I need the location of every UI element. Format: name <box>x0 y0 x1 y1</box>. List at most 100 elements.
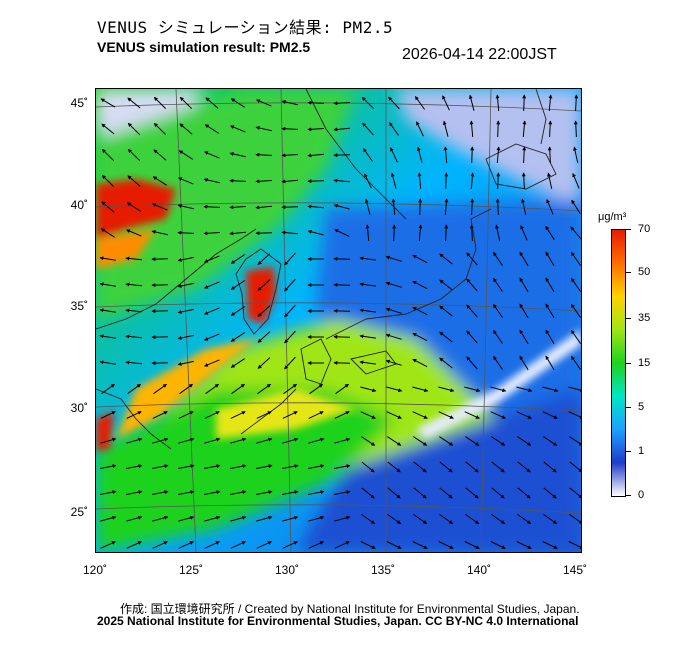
wind-arrow <box>466 330 478 344</box>
lat-label-25: 25˚ <box>70 505 88 519</box>
wind-arrow <box>569 487 581 499</box>
wind-arrow <box>359 256 376 261</box>
wind-arrow <box>385 359 402 366</box>
wind-arrow <box>127 383 142 395</box>
wind-arrow <box>126 437 143 444</box>
wind-arrow <box>468 94 475 111</box>
wind-arrow <box>333 203 350 210</box>
wind-arrow <box>519 329 529 345</box>
wind-arrow <box>364 173 372 189</box>
wind-arrow <box>542 541 558 549</box>
wind-arrow <box>361 461 375 473</box>
wind-arrow <box>230 358 245 368</box>
wind-arrow <box>444 172 449 190</box>
wind-arrow <box>229 205 247 210</box>
wind-arrow <box>153 122 167 135</box>
wind-arrow <box>126 411 142 419</box>
wind-arrow <box>125 360 143 365</box>
wind-arrow <box>256 464 273 469</box>
wind-arrow <box>333 334 351 339</box>
wind-arrow <box>231 383 246 395</box>
wind-arrow <box>570 329 581 344</box>
wind-arrow <box>517 513 532 525</box>
blue-region-southeast <box>296 389 581 552</box>
wind-arrow <box>100 437 117 444</box>
wind-arrow <box>257 305 271 317</box>
wind-arrow <box>255 152 273 157</box>
wind-arrow <box>281 100 298 106</box>
wind-arrow <box>229 178 247 183</box>
wind-arrow <box>204 541 220 549</box>
lon-label-140: 140˚ <box>466 563 492 577</box>
wind-arrow <box>100 411 116 419</box>
wind-arrow <box>127 148 141 161</box>
wind-arrow <box>255 126 272 132</box>
coastline-russia <box>305 89 407 220</box>
wind-arrow <box>333 282 351 287</box>
wind-arrow <box>100 490 117 495</box>
wind-arrow <box>387 513 402 525</box>
colorbar-tickmark <box>625 363 631 364</box>
wind-arrow <box>464 386 481 393</box>
wind-arrow <box>177 230 195 235</box>
wind-arrow <box>178 541 194 549</box>
wind-arrow <box>412 280 428 290</box>
wind-arrow <box>392 224 397 242</box>
wind-arrow <box>442 95 450 111</box>
wind-arrow <box>493 355 503 370</box>
wind-arrow <box>574 94 579 112</box>
wind-arrow <box>438 541 454 549</box>
wind-arrow <box>522 120 527 138</box>
wind-arrow <box>569 513 581 524</box>
wind-arrow <box>466 356 478 370</box>
wind-arrow <box>442 120 449 137</box>
wind-arrow <box>281 179 299 184</box>
wind-arrow <box>177 282 194 288</box>
wind-arrow <box>364 198 371 215</box>
wind-arrow <box>517 487 531 499</box>
wind-arrow <box>569 461 581 473</box>
wind-arrow <box>390 172 397 189</box>
wind-arrow <box>362 122 374 136</box>
wind-arrow <box>412 332 428 342</box>
colorbar-tickmark <box>625 318 631 319</box>
wind-arrow <box>284 252 296 266</box>
wind-arrow <box>573 120 578 138</box>
wind-arrow <box>570 277 581 292</box>
wind-arrow <box>203 359 220 367</box>
wind-arrow <box>542 386 559 393</box>
wind-arrow <box>495 94 500 112</box>
wind-arrow <box>229 125 246 133</box>
wind-arrow <box>333 178 351 183</box>
wind-arrow <box>230 306 245 316</box>
wind-arrow <box>179 383 194 395</box>
wind-arrow <box>414 95 426 110</box>
wind-arrow <box>470 172 475 190</box>
forecast-datetime: 2026-04-14 22:00JST <box>402 46 557 63</box>
wind-arrow <box>418 224 423 242</box>
wind-arrow <box>281 230 299 235</box>
wind-arrow <box>100 541 116 549</box>
wind-arrow <box>257 383 272 395</box>
wind-arrow <box>204 464 221 469</box>
title-japanese: VENUS シミュレーション結果: PM2.5 <box>97 18 394 37</box>
wind-arrow <box>99 308 116 313</box>
wind-arrow <box>283 383 298 395</box>
wind-arrow <box>443 146 448 164</box>
wind-arrow <box>256 541 272 549</box>
wind-arrow <box>519 355 529 371</box>
wind-arrow <box>177 334 194 340</box>
wind-arrow <box>465 461 479 473</box>
wind-arrow <box>464 541 480 549</box>
wind-arrow <box>282 464 299 469</box>
wind-arrow <box>230 280 245 290</box>
wind-arrow <box>127 97 141 109</box>
wind-arrow <box>360 541 376 549</box>
wind-arrow <box>333 256 351 261</box>
wind-arrow <box>385 307 402 314</box>
wind-arrow <box>416 146 423 163</box>
colorbar-tickmark <box>625 272 631 273</box>
wind-arrow <box>230 98 245 108</box>
wind-arrow <box>284 278 296 292</box>
wind-arrow <box>438 411 454 419</box>
